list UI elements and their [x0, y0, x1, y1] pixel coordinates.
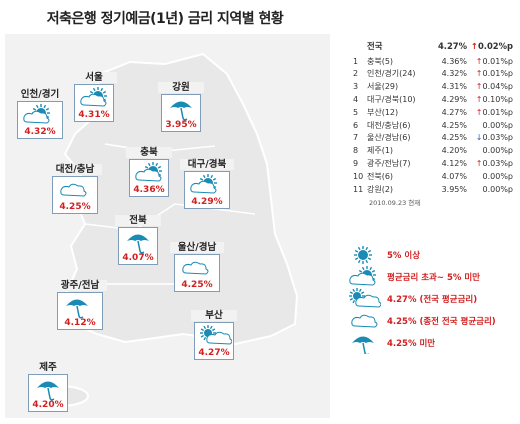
region-card: 4.36% [129, 159, 169, 197]
region-card: 4.12% [57, 292, 103, 330]
up-arrow-icon: ↑ [470, 41, 478, 52]
sun-cloud-small-icon [200, 325, 232, 345]
table-row-national: 전국 4.27% ↑0.02%p [367, 41, 513, 52]
umbrella-icon [352, 336, 374, 354]
region-card: 4.29% [184, 171, 230, 209]
region-seoul[interactable]: 서울 4.31% [71, 72, 117, 122]
table-row: 8 제주(1) 4.20% 0.00%p [353, 146, 513, 156]
sun-icon [354, 246, 372, 264]
up-arrow-icon: ↑ [475, 95, 483, 105]
region-ulsan-gyeongnam[interactable]: 울산/경남 4.25% [170, 242, 224, 292]
rate-ranking-table: 전국 4.27% ↑0.02%p 1 충북(5) 4.36% ↑0.01%p 2 인천/경… [353, 40, 515, 207]
table-row: 11 강원(2) 3.95% 0.00%p [353, 184, 513, 194]
date-note: 2010.09.23 현재 [369, 198, 421, 207]
table-row: 4 대구/경북(10) 4.29% ↑0.10%p [353, 95, 513, 105]
page-title: 저축은행 정기예금(1년) 금리 지역별 현황 [46, 11, 284, 27]
down-arrow-icon: ↓ [475, 133, 483, 143]
region-jeju[interactable]: 제주 4.20% [25, 362, 71, 412]
up-arrow-icon: ↑ [475, 69, 483, 79]
cloud-icon [60, 183, 87, 197]
region-card: 4.20% [28, 374, 68, 412]
table-body: 1 충북(5) 4.36% ↑0.01%p 2 인천/경기(24) 4.32% ↑0.01%p… [353, 55, 515, 196]
up-arrow-icon: ↑ [475, 107, 483, 117]
region-card: 4.25% [52, 176, 98, 214]
sun-cloud-icon [80, 87, 107, 107]
table-row: 6 대전/충남(6) 4.25% 0.00%p [353, 120, 513, 130]
region-daegu-gyeongbuk[interactable]: 대구/경북 4.29% [180, 159, 234, 209]
region-busan[interactable]: 부산 4.27% [191, 310, 237, 360]
table-row: 10 전북(6) 4.07% 0.00%p [353, 171, 513, 181]
umbrella-icon [170, 101, 192, 121]
cloud-icon [182, 261, 209, 275]
table-row: 3 서울(29) 4.31% ↑0.04%p [353, 82, 513, 92]
umbrella-icon [66, 299, 88, 319]
region-card: 4.25% [174, 254, 220, 292]
region-jeonbuk[interactable]: 전북 4.07% [115, 215, 161, 265]
up-arrow-icon: ↑ [475, 56, 483, 66]
legend-item: 4.27% (전국 평균금리) [347, 288, 517, 310]
region-chungbuk[interactable]: 충북 4.36% [126, 147, 172, 197]
table-row: 7 울산/경남(6) 4.25% ↓0.03%p [353, 133, 513, 143]
umbrella-icon [127, 234, 149, 254]
region-card: 4.31% [74, 84, 114, 122]
region-gangwon[interactable]: 강원 3.95% [158, 82, 204, 132]
region-daejeon-chungnam[interactable]: 대전/충남 4.25% [48, 164, 102, 214]
legend-item: 평균금리 초과~ 5% 미만 [347, 266, 517, 288]
region-card: 4.27% [194, 322, 234, 360]
region-card: 3.95% [161, 94, 201, 132]
sun-cloud-icon [190, 174, 217, 194]
umbrella-icon [37, 381, 59, 401]
sun-cloud-icon [23, 104, 50, 124]
sun-cloud-icon [135, 162, 162, 182]
cloud-icon [351, 314, 378, 328]
up-arrow-icon: ↑ [475, 159, 483, 169]
sun-cloud-small-icon [349, 288, 381, 308]
up-arrow-icon: ↑ [475, 82, 483, 92]
region-incheon-gyeonggi[interactable]: 인천/경기 4.32% [13, 89, 67, 139]
table-row: 9 광주/전남(7) 4.12% ↑0.03%p [353, 159, 513, 169]
legend-item: 4.25% (종전 전국 평균금리) [347, 310, 517, 332]
region-gwangju-jeonnam[interactable]: 광주/전남 4.12% [53, 280, 107, 330]
legend: 5% 이상 평균금리 초과~ 5% 미만 4.27% (전국 평균금리) 4.2… [347, 244, 517, 354]
region-card: 4.32% [17, 101, 63, 139]
legend-item: 5% 이상 [347, 244, 517, 266]
region-card: 4.07% [118, 227, 158, 265]
table-row: 5 부산(12) 4.27% ↑0.01%p [353, 107, 513, 117]
table-row: 2 인천/경기(24) 4.32% ↑0.01%p [353, 69, 513, 79]
table-row: 1 충북(5) 4.36% ↑0.01%p [353, 56, 513, 66]
korea-map: 서울 4.31% 인천/경기 4.32% 강원 3.95% 충북 4.36% 대… [5, 34, 330, 418]
sun-cloud-icon [349, 266, 376, 286]
legend-item: 4.25% 미만 [347, 332, 517, 354]
